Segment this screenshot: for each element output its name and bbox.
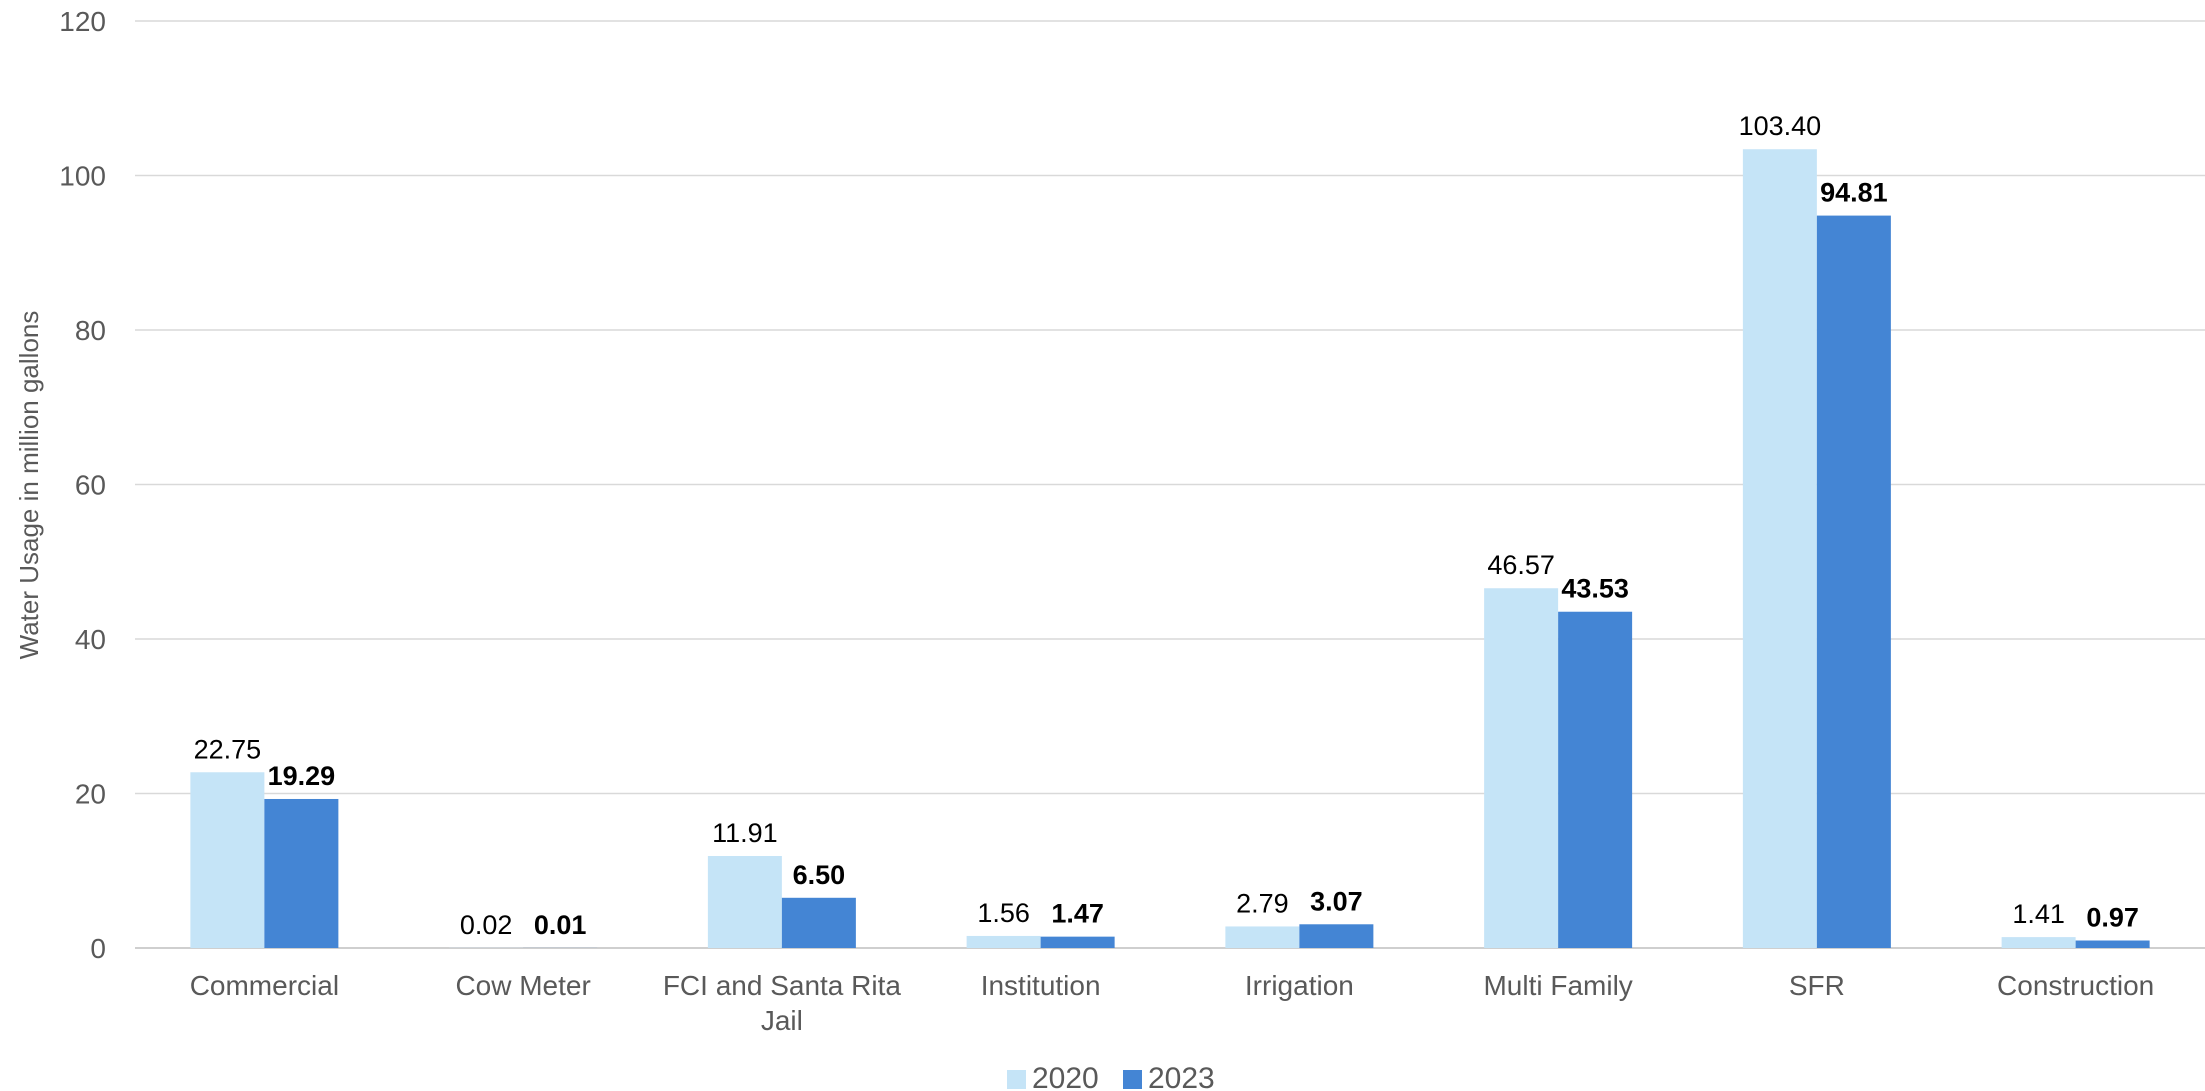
bar-2020-7[interactable] [2001, 937, 2076, 948]
y-tick-label: 40 [75, 624, 106, 655]
data-label-2023: 6.50 [793, 860, 846, 890]
data-label-2020: 11.91 [712, 818, 778, 848]
bar-2020-5[interactable] [1484, 588, 1559, 948]
bar-2020-3[interactable] [966, 935, 1041, 948]
bar-2023-5[interactable] [1558, 611, 1633, 948]
data-label-2023: 3.07 [1310, 886, 1363, 916]
y-axis-ticks: 0 20 40 60 80 100 120 [59, 6, 106, 964]
y-tick-label: 20 [75, 779, 106, 810]
x-category-label: SFR [1789, 970, 1845, 1001]
data-label-2020: 1.56 [977, 898, 1030, 928]
y-tick-label: 120 [59, 6, 106, 37]
x-category-label: Cow Meter [455, 970, 590, 1001]
bar-2020-6[interactable] [1742, 149, 1817, 949]
data-label-2020: 22.75 [194, 734, 262, 764]
bar-2023-3[interactable] [1040, 936, 1115, 948]
x-category-label: FCI and Santa Rita Jail [663, 970, 902, 1036]
x-category-label: Institution [981, 970, 1101, 1001]
legend-label: 2023 [1148, 1062, 1215, 1091]
x-category-label: Irrigation [1245, 970, 1354, 1001]
bar-2023-6[interactable] [1816, 215, 1891, 948]
bars [190, 149, 2150, 949]
bar-2020-2[interactable] [707, 855, 782, 948]
legend[interactable]: 2020 2023 [1007, 1062, 1215, 1091]
data-label-2023: 94.81 [1820, 178, 1888, 208]
data-label-2023: 19.29 [268, 761, 336, 791]
legend-swatch [1007, 1070, 1026, 1089]
data-label-2023: 1.47 [1051, 899, 1104, 929]
y-tick-label: 60 [75, 470, 106, 501]
bar-2020-0[interactable] [190, 772, 265, 948]
data-label-2023: 0.01 [534, 910, 587, 940]
data-label-2020: 103.40 [1739, 111, 1822, 141]
bar-2023-4[interactable] [1299, 924, 1374, 948]
legend-item-2020[interactable]: 2020 [1007, 1062, 1099, 1091]
x-category-label: Multi Family [1483, 970, 1632, 1001]
y-tick-label: 100 [59, 161, 106, 192]
bar-2023-2[interactable] [781, 897, 856, 948]
legend-label: 2020 [1032, 1062, 1099, 1091]
legend-item-2023[interactable]: 2023 [1123, 1062, 1215, 1091]
data-label-2023: 43.53 [1561, 574, 1629, 604]
legend-swatch [1123, 1070, 1142, 1089]
data-label-2020: 2.79 [1236, 888, 1289, 918]
data-label-2020: 46.57 [1487, 550, 1555, 580]
gridlines [135, 20, 2205, 949]
bar-2020-4[interactable] [1225, 926, 1300, 948]
bar-2023-7[interactable] [2075, 940, 2150, 948]
x-category-label: Construction [1997, 970, 2154, 1001]
y-axis-label: Water Usage in million gallons [14, 311, 44, 660]
data-label-2020: 1.41 [2012, 899, 2065, 929]
data-label-2023: 0.97 [2086, 903, 2139, 933]
data-label-2020: 0.02 [460, 910, 513, 940]
y-tick-label: 0 [90, 933, 106, 964]
x-axis-categories: Commercial Cow Meter FCI and Santa Rita Jai… [190, 970, 2155, 1036]
x-category-label: Commercial [190, 970, 339, 1001]
y-tick-label: 80 [75, 315, 106, 346]
bar-2023-0[interactable] [264, 798, 339, 948]
